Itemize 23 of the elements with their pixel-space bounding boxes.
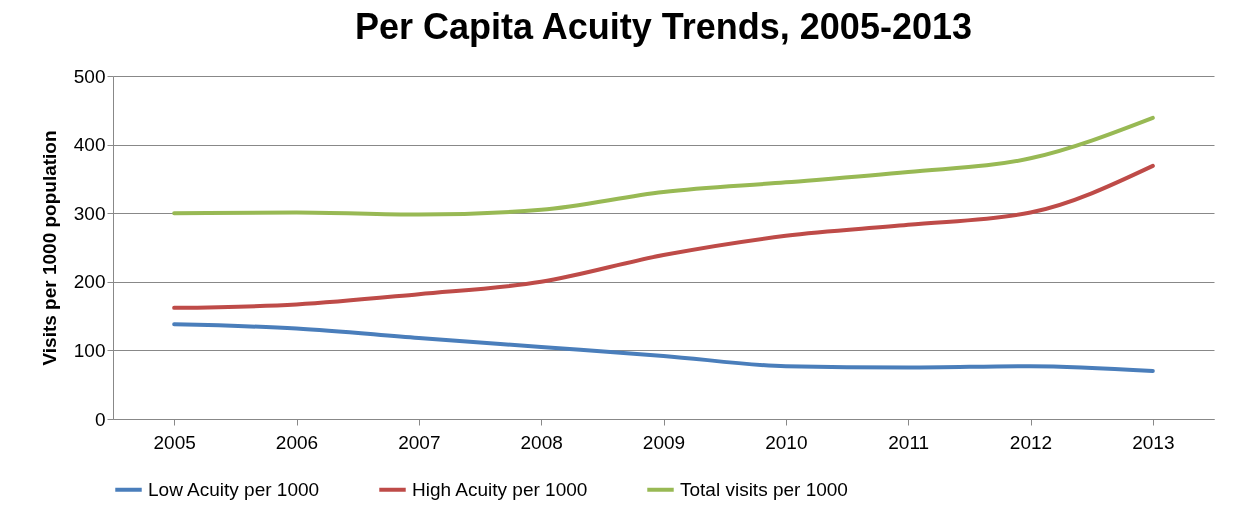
x-tick-label: 2010 (765, 431, 808, 453)
legend-label: Total visits per 1000 (680, 478, 848, 500)
y-axis-title: Visits per 1000 population (38, 130, 60, 366)
x-tick-label: 2007 (398, 431, 441, 453)
x-tick-label: 2005 (153, 431, 196, 453)
legend-label: Low Acuity per 1000 (148, 478, 320, 500)
x-tick-label: 2011 (888, 431, 930, 453)
line-series (172, 163, 1155, 310)
x-tick-label: 2008 (520, 431, 563, 453)
line-series (172, 115, 1155, 217)
x-tick-label: 2009 (642, 431, 686, 453)
x-tick-label: 2013 (1132, 431, 1175, 453)
y-tick-label: 100 (73, 339, 106, 361)
chart-title: Per Capita Acuity Trends, 2005-2013 (355, 6, 972, 47)
y-tick-label: 400 (73, 134, 106, 156)
line-series (172, 322, 1155, 373)
x-tick-label: 2012 (1009, 431, 1053, 453)
y-tick-label: 0 (94, 408, 106, 430)
x-tick-label: 2006 (275, 431, 319, 453)
legend-label: High Acuity per 1000 (412, 478, 588, 500)
y-tick-label: 300 (73, 202, 106, 224)
y-tick-label: 200 (73, 271, 106, 293)
y-tick-label: 500 (73, 65, 106, 87)
